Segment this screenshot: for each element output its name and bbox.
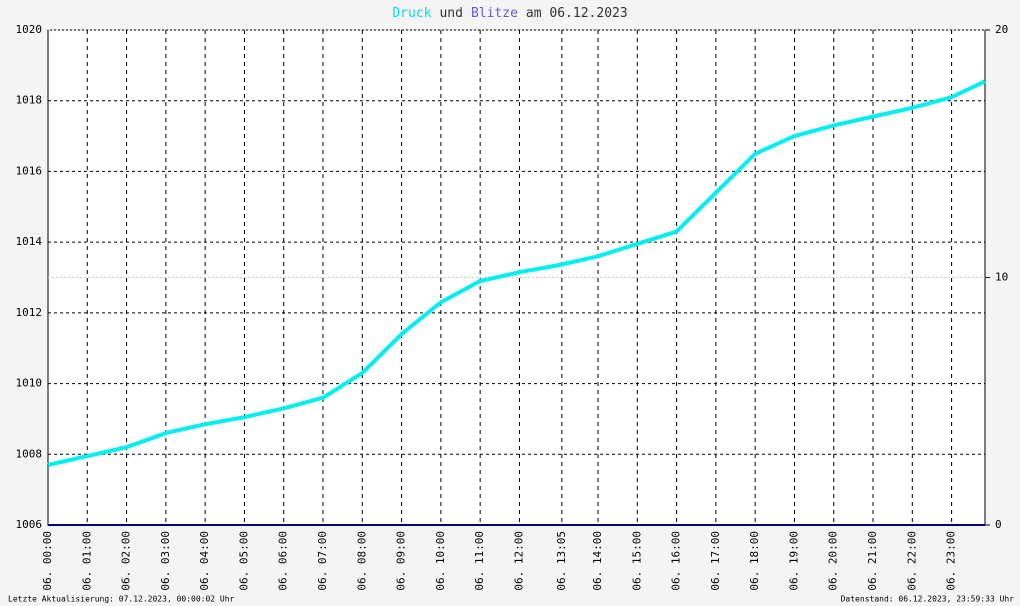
- x-tick-label: 06. 15:00: [630, 531, 643, 591]
- y-tick-label: 1010: [16, 377, 43, 390]
- x-tick-label: 06. 11:00: [473, 531, 486, 591]
- footer-left: Letzte Aktualisierung: 07.12.2023, 00:00…: [8, 595, 235, 604]
- x-tick-label: 06. 16:00: [670, 531, 683, 591]
- y-tick-label: 1012: [16, 306, 43, 319]
- y-tick-label: 1018: [16, 94, 43, 107]
- title-part: Blitze: [471, 6, 518, 21]
- x-tick-label: 06. 18:00: [748, 531, 761, 591]
- x-tick-label: 06. 22:00: [905, 531, 918, 591]
- chart-title: Druck und Blitze am 06.12.2023: [392, 6, 627, 21]
- y2-tick-label: 20: [995, 23, 1008, 36]
- x-tick-label: 06. 06:00: [277, 531, 290, 591]
- x-tick-label: 06. 21:00: [866, 531, 879, 591]
- x-tick-label: 06. 08:00: [355, 531, 368, 591]
- y-tick-label: 1008: [16, 447, 43, 460]
- x-tick-label: 06. 02:00: [120, 531, 133, 591]
- footer-right: Datenstand: 06.12.2023, 23:59:33 Uhr: [841, 595, 1015, 604]
- x-tick-label: 06. 23:00: [945, 531, 958, 591]
- x-tick-label: 06. 10:00: [434, 531, 447, 591]
- y-tick-label: 1020: [16, 23, 43, 36]
- x-tick-label: 06. 12:00: [512, 531, 525, 591]
- x-tick-label: 06. 04:00: [198, 531, 211, 591]
- title-part: und: [439, 6, 462, 21]
- y-tick-label: 1016: [16, 164, 43, 177]
- x-tick-label: 06. 17:00: [709, 531, 722, 591]
- x-tick-label: 06. 09:00: [395, 531, 408, 591]
- series-line: [47, 79, 986, 467]
- title-part: am 06.12.2023: [526, 6, 628, 21]
- x-tick-label: 06. 14:00: [591, 531, 604, 591]
- y2-tick-label: 10: [995, 271, 1008, 284]
- x-tick-label: 06. 01:00: [80, 531, 93, 591]
- x-tick-label: 06. 19:00: [787, 531, 800, 591]
- y2-tick-label: 0: [995, 518, 1002, 531]
- x-tick-label: 06. 00:00: [41, 531, 54, 591]
- y-tick-label: 1006: [16, 518, 43, 531]
- x-tick-label: 06. 20:00: [827, 531, 840, 591]
- title-part: Druck: [392, 6, 431, 21]
- x-tick-label: 06. 13:05: [555, 531, 568, 591]
- x-tick-label: 06. 05:00: [237, 531, 250, 591]
- y-tick-label: 1014: [16, 235, 43, 248]
- x-tick-label: 06. 07:00: [316, 531, 329, 591]
- x-tick-label: 06. 03:00: [159, 531, 172, 591]
